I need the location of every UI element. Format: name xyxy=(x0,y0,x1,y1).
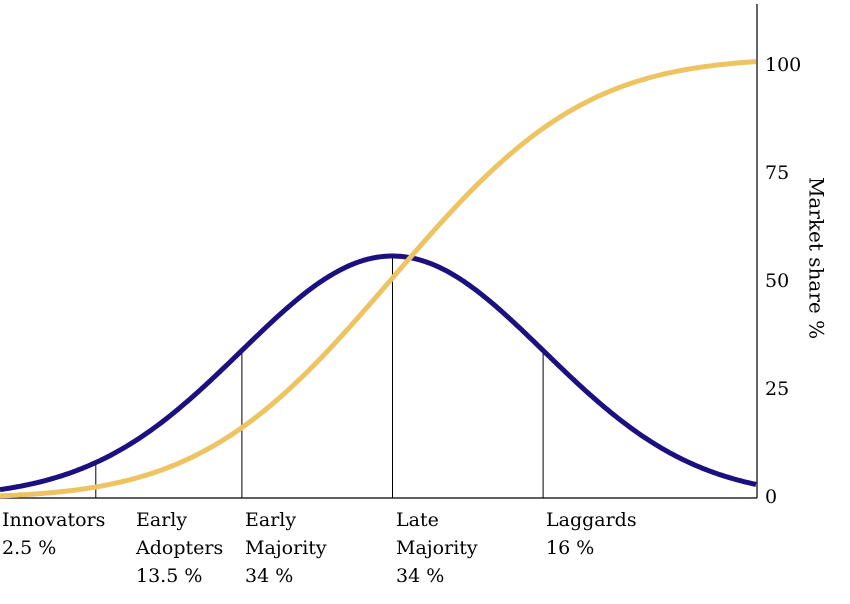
y-tick-label-75: 75 xyxy=(765,162,789,184)
y-axis-title: Market share % xyxy=(805,177,829,339)
segment-label-laggards-share: 16 % xyxy=(546,537,594,559)
segment-label-early-adopters-line1: Early xyxy=(136,509,187,531)
segment-label-laggards-name: Laggards xyxy=(546,509,637,531)
segment-label-early-majority-share: 34 % xyxy=(245,565,293,587)
segment-label-late-majority-line2: Majority xyxy=(396,537,478,559)
segment-boundaries xyxy=(95,256,544,498)
y-tick-label-25: 25 xyxy=(765,378,789,400)
segment-label-innovators-name: Innovators xyxy=(2,509,105,531)
y-tick-label-50: 50 xyxy=(765,270,789,292)
market-share-s-curve xyxy=(0,59,757,499)
y-tick-label-100: 100 xyxy=(765,54,801,76)
segment-label-innovators-share: 2.5 % xyxy=(2,537,56,559)
adoption-bell-curve xyxy=(0,253,757,493)
segment-label-early-majority-line2: Majority xyxy=(245,537,327,559)
y-tick-label-0: 0 xyxy=(765,486,777,508)
segment-label-early-adopters-share: 13.5 % xyxy=(136,565,202,587)
segment-label-late-majority-share: 34 % xyxy=(396,565,444,587)
segment-label-early-majority-line1: Early xyxy=(245,509,296,531)
segment-label-late-majority-line1: Late xyxy=(396,509,439,531)
segment-label-early-adopters-line2: Adopters xyxy=(135,537,223,559)
